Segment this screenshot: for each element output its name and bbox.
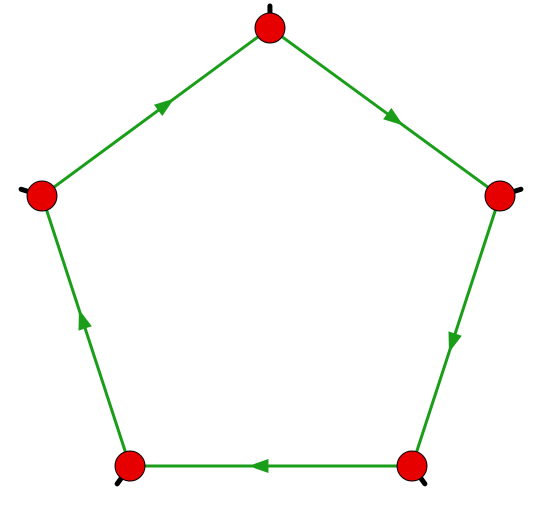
edge-left-top	[54, 37, 258, 187]
arrowhead-right-bottomright	[449, 331, 462, 352]
graph-canvas	[0, 0, 541, 520]
node-bottomright	[397, 451, 427, 481]
edge-top-right	[282, 37, 488, 187]
edge-bottomleft-left	[47, 210, 126, 451]
node-right	[485, 181, 515, 211]
node-top	[255, 13, 285, 43]
arrowhead-bottomleft-left	[79, 309, 92, 330]
arrowhead-left-top	[154, 99, 174, 116]
arrowhead-bottomright-bottomleft	[248, 459, 268, 473]
edge-right-bottomright	[417, 210, 496, 451]
graph-container	[0, 0, 541, 520]
node-left	[27, 181, 57, 211]
node-bottomleft	[115, 451, 145, 481]
arrowhead-top-right	[383, 108, 403, 125]
